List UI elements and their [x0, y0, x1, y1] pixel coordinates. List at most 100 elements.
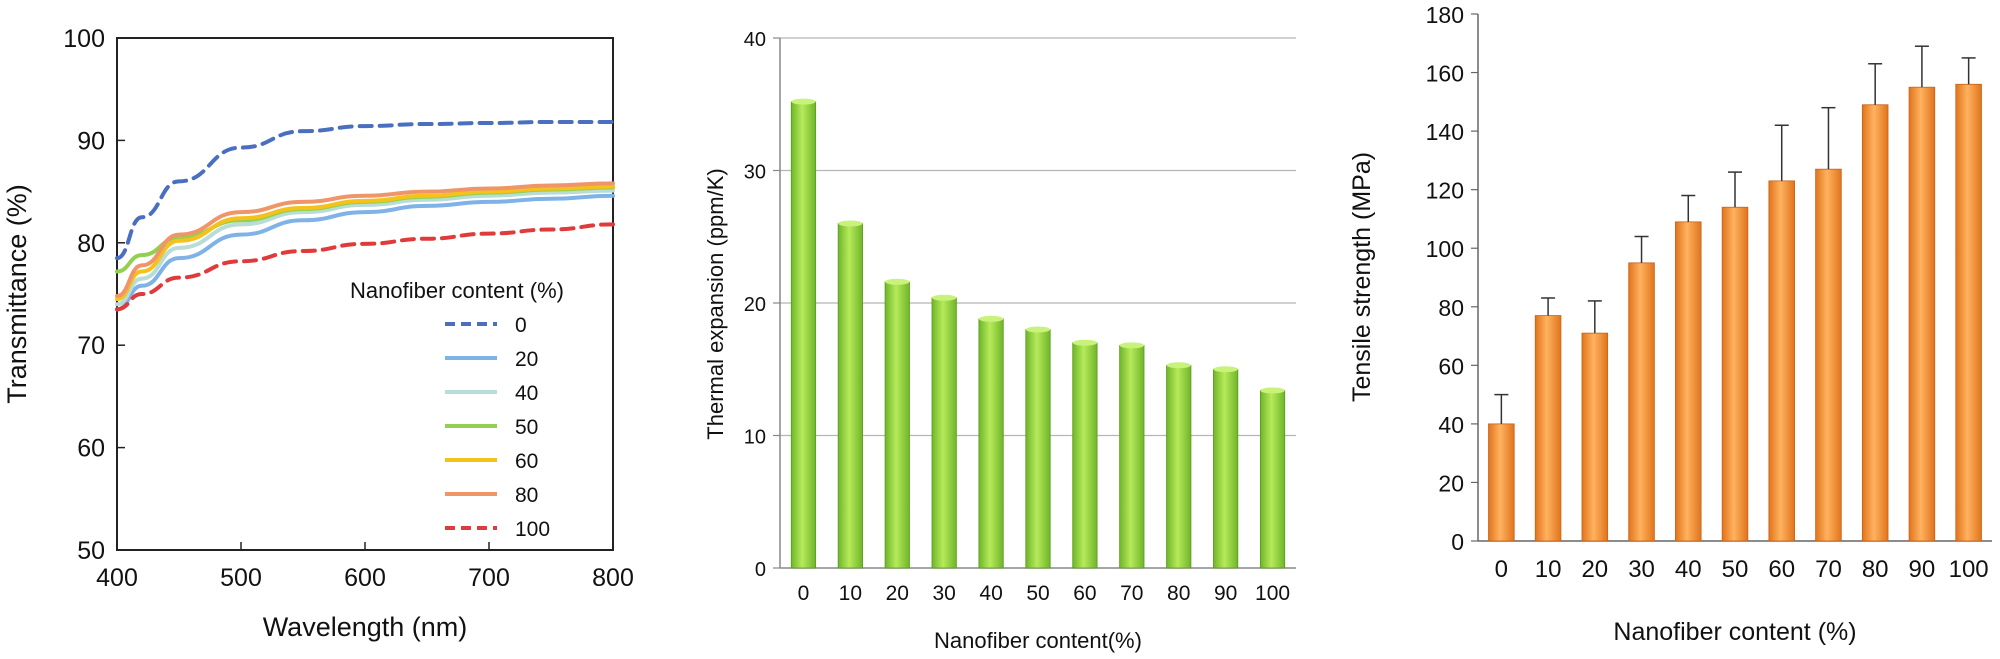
x-tick-label: 0: [1495, 556, 1508, 583]
series-lines: [115, 119, 615, 312]
x-tick-label: 50: [1026, 582, 1049, 605]
x-tick-label: 70: [1120, 582, 1143, 605]
y-tick-label: 10: [744, 427, 766, 449]
bars: [790, 98, 1286, 569]
x-tick-label: 600: [344, 564, 386, 592]
x-axis-ticks: 0 10 20 30 40 50 60 70 80 90 100: [798, 582, 1290, 605]
bar: [1213, 368, 1239, 569]
bar: [1815, 168, 1842, 542]
tensile-strength-chart: 0 20 40 60 80 100 120 140 160 180 0 10 20 30 40 50 60 70…: [1348, 2, 1992, 646]
y-tick-label: 60: [1438, 353, 1464, 379]
x-axis-title: Nanofiber content(%): [934, 628, 1142, 653]
series-line-20: [115, 193, 615, 312]
bar-top: [931, 294, 957, 301]
bar-top: [885, 278, 910, 285]
x-tick-label: 80: [1862, 556, 1889, 583]
series-line-60: [115, 184, 615, 302]
series-line-80: [115, 181, 615, 299]
y-tick-label: 90: [77, 127, 105, 155]
legend-label-80: 80: [515, 484, 538, 507]
bar: [1908, 86, 1936, 542]
bar: [1861, 104, 1889, 542]
x-tick-label: 20: [1581, 556, 1608, 583]
y-tick-label: 60: [77, 435, 105, 463]
x-tick-label: 60: [1768, 556, 1795, 583]
y-tick-label: 20: [1438, 470, 1464, 496]
bar-top: [1072, 339, 1098, 346]
y-tick-label: 100: [1426, 236, 1464, 262]
x-tick-label: 40: [979, 582, 1002, 605]
x-tick-label: 100: [1255, 582, 1290, 605]
x-tick-label: 10: [1535, 556, 1562, 583]
x-tick-label: 90: [1214, 582, 1237, 605]
y-tick-label: 160: [1426, 61, 1464, 87]
bar-top: [1025, 326, 1051, 333]
y-tick-label: 40: [744, 29, 766, 51]
series-line-100: [115, 222, 615, 312]
y-axis-title: Thermal expansion (ppm/K): [703, 168, 728, 439]
bar: [837, 223, 863, 569]
x-tick-label: 400: [96, 564, 138, 592]
bar: [1675, 221, 1702, 542]
bar: [1955, 83, 1982, 542]
thermal-expansion-chart: 0 10 20 30 40 0 10 20 30 40 50 60 70 80 90 100 Nanofib…: [703, 29, 1296, 653]
bar: [1488, 423, 1515, 542]
y-tick-label: 80: [77, 230, 105, 258]
x-axis-title: Wavelength (nm): [263, 612, 468, 642]
y-tick-label: 100: [63, 25, 105, 53]
y-tick-label: 50: [77, 537, 105, 565]
x-tick-label: 30: [1628, 556, 1655, 583]
y-axis-title: Transmittance (%): [2, 184, 32, 404]
bar: [1025, 329, 1051, 569]
bar-top: [1260, 387, 1285, 394]
x-tick-label: 30: [933, 582, 956, 605]
bar: [978, 318, 1004, 569]
x-tick-label: 500: [220, 564, 262, 592]
y-axis-ticks: 0 10 20 30 40: [744, 29, 780, 581]
legend-label-0: 0: [515, 314, 527, 337]
y-tick-label: 80: [1438, 295, 1464, 321]
y-tick-label: 0: [1451, 529, 1464, 555]
bar: [1119, 344, 1145, 569]
legend: 0 20 40 50 60 80 100: [445, 314, 550, 541]
y-tick-label: 30: [744, 162, 766, 184]
bar: [1628, 262, 1655, 542]
y-tick-label: 120: [1426, 178, 1464, 204]
legend-label-60: 60: [515, 450, 538, 473]
y-tick-label: 40: [1438, 412, 1464, 438]
bar-top: [791, 98, 816, 105]
x-tick-label: 800: [592, 564, 634, 592]
y-tick-label: 180: [1426, 2, 1464, 28]
bar: [884, 281, 910, 569]
x-tick-label: 20: [886, 582, 909, 605]
y-tick-label: 140: [1426, 119, 1464, 145]
y-axis-ticks: 0 20 40 60 80 100 120 140 160 180: [1426, 2, 1478, 555]
bar: [1072, 342, 1098, 569]
legend-title: Nanofiber content (%): [350, 278, 564, 303]
y-tick-label: 0: [755, 559, 766, 581]
x-tick-label: 50: [1722, 556, 1749, 583]
x-tick-label: 0: [798, 582, 810, 605]
series-line-0: [115, 119, 615, 261]
bar-top: [1119, 342, 1145, 349]
x-tick-label: 60: [1073, 582, 1096, 605]
x-axis-ticks: 400 500 600 700 800: [96, 542, 634, 592]
bar: [1166, 364, 1192, 569]
x-tick-label: 90: [1909, 556, 1936, 583]
x-tick-label: 700: [468, 564, 510, 592]
x-axis-ticks: 0 10 20 30 40 50 60 70 80 90 100: [1495, 556, 1989, 583]
x-tick-label: 40: [1675, 556, 1702, 583]
bar-top: [1166, 362, 1191, 369]
bars: [1488, 45, 1982, 542]
bar: [1581, 332, 1609, 542]
x-tick-label: 10: [839, 582, 862, 605]
bar: [931, 297, 957, 569]
x-axis-title: Nanofiber content (%): [1613, 618, 1856, 646]
y-tick-label: 20: [744, 294, 766, 316]
legend-label-20: 20: [515, 348, 538, 371]
y-axis-ticks: 50 60 70 80 90 100: [63, 25, 125, 565]
y-tick-label: 70: [77, 332, 105, 360]
legend-label-40: 40: [515, 382, 538, 405]
